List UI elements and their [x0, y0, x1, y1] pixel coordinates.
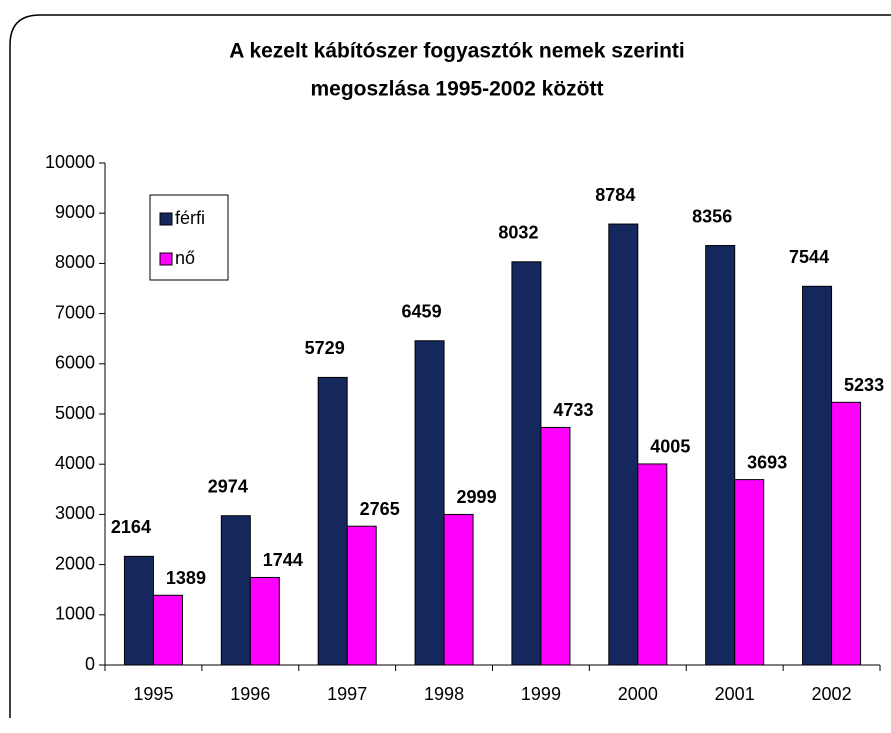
x-tick-label: 1997 — [327, 684, 367, 704]
data-label: 3693 — [747, 452, 787, 472]
y-tick-label: 4000 — [55, 453, 95, 473]
bar — [414, 340, 445, 666]
data-label: 2765 — [360, 499, 400, 519]
data-label: 5729 — [305, 338, 345, 358]
y-tick-label: 7000 — [55, 302, 95, 322]
x-tick-label: 1999 — [521, 684, 561, 704]
y-tick-label: 1000 — [55, 604, 95, 624]
legend-label: férfi — [175, 208, 205, 228]
x-tick-label: 1995 — [133, 684, 173, 704]
x-tick-label: 1996 — [230, 684, 270, 704]
bar — [511, 261, 542, 666]
data-label: 8356 — [692, 206, 732, 226]
bar — [540, 426, 571, 666]
data-label: 7544 — [789, 247, 829, 267]
chart-title: A kezelt kábítószer fogyasztók nemek sze… — [229, 40, 685, 63]
legend-box — [149, 194, 229, 281]
data-label: 2999 — [457, 487, 497, 507]
bar — [346, 525, 377, 666]
bar — [152, 594, 183, 666]
legend-swatch — [159, 252, 173, 266]
bar — [317, 376, 348, 666]
bar — [249, 576, 280, 666]
y-tick-label: 3000 — [55, 503, 95, 523]
bar — [123, 555, 154, 666]
y-tick-label: 8000 — [55, 252, 95, 272]
data-label: 1389 — [166, 568, 206, 588]
y-tick-label: 0 — [85, 654, 95, 674]
y-tick-label: 10000 — [45, 152, 95, 172]
bar — [637, 463, 668, 666]
data-label: 8032 — [498, 223, 538, 243]
bar — [734, 479, 765, 666]
bar — [220, 515, 251, 666]
data-label: 1744 — [263, 550, 303, 570]
data-label: 4733 — [553, 400, 593, 420]
chart-frame — [9, 14, 891, 718]
data-label: 4005 — [650, 437, 690, 457]
y-tick-label: 9000 — [55, 202, 95, 222]
x-tick-label: 1998 — [424, 684, 464, 704]
chart-title: megoszlása 1995-2002 között — [311, 78, 604, 101]
bar — [802, 285, 833, 666]
bar — [443, 513, 474, 666]
x-tick-label: 2000 — [618, 684, 658, 704]
data-label: 2974 — [208, 476, 248, 496]
bar — [608, 223, 639, 666]
bar — [831, 401, 862, 666]
y-tick-label: 6000 — [55, 353, 95, 373]
bar — [705, 245, 736, 666]
x-tick-label: 2002 — [812, 684, 852, 704]
legend-swatch — [159, 212, 173, 226]
y-tick-label: 2000 — [55, 553, 95, 573]
data-label: 5233 — [844, 375, 884, 395]
data-label: 2164 — [111, 517, 151, 537]
x-tick-label: 2001 — [715, 684, 755, 704]
data-label: 8784 — [595, 185, 635, 205]
data-label: 6459 — [402, 302, 442, 322]
y-tick-label: 5000 — [55, 403, 95, 423]
legend-label: nő — [175, 248, 195, 268]
